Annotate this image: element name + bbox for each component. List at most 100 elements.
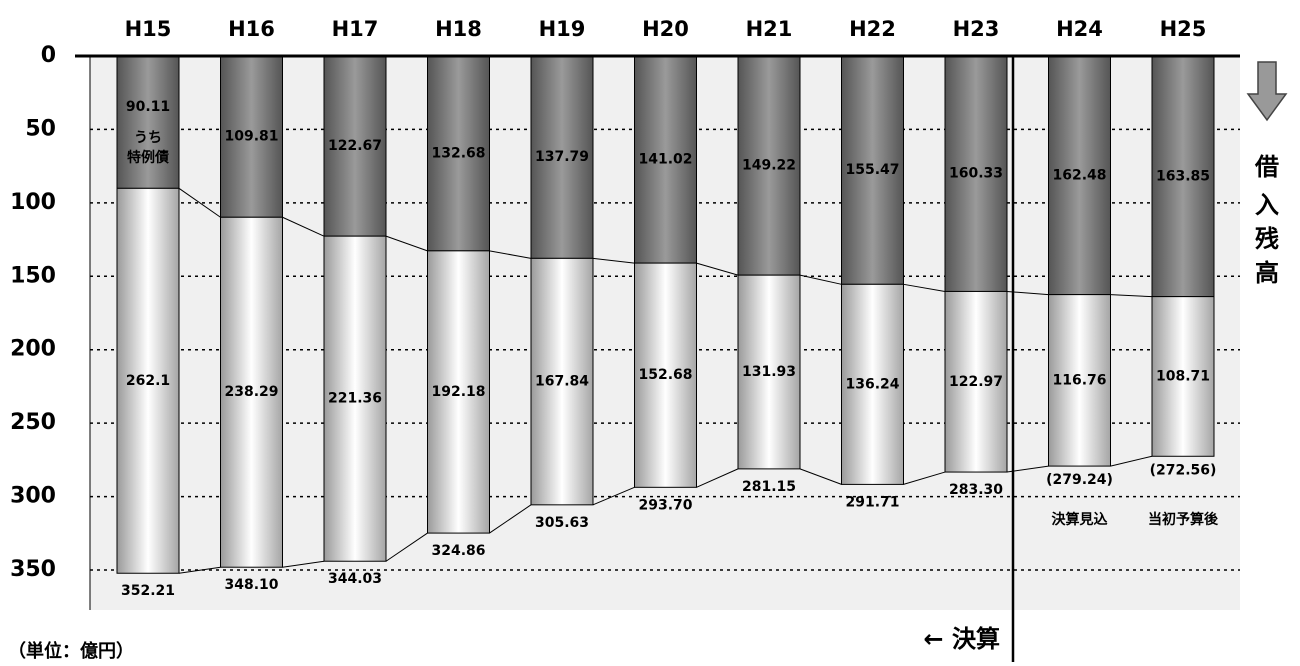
connector (799, 274, 842, 285)
bar-segment (1151, 296, 1215, 457)
value-label: 137.79 (535, 149, 589, 165)
x-tick-label: H22 (849, 17, 896, 41)
unit-label: （単位：億円） (8, 640, 134, 662)
y-tick-label: 300 (10, 484, 56, 509)
x-tick-label: H16 (228, 17, 275, 41)
value-label: 122.97 (949, 374, 1003, 390)
x-tick-label: H25 (1160, 17, 1207, 41)
value-label: 90.11 (126, 99, 170, 115)
bar-segment (737, 274, 801, 470)
connector (385, 532, 428, 562)
bar-segment (116, 187, 180, 574)
total-label: 324.86 (431, 543, 485, 559)
x-tick-label: H21 (746, 17, 793, 41)
connector (799, 468, 842, 485)
y-tick-label: 100 (10, 190, 56, 215)
total-label: 281.15 (742, 479, 796, 495)
y-tick-label: 200 (10, 337, 56, 362)
x-tick-label: H19 (539, 17, 586, 41)
arrow (1246, 61, 1288, 122)
value-label: 162.48 (1052, 167, 1106, 183)
bar-segment (1048, 55, 1111, 296)
connector (489, 250, 532, 259)
bar-segment (1151, 55, 1215, 298)
bar-segment (634, 55, 697, 264)
y-tick-label: 0 (41, 43, 56, 68)
y-tick-label: 350 (10, 557, 56, 582)
status-label: 決算見込 (1052, 511, 1108, 528)
x-tick-label: H23 (953, 17, 1000, 41)
total-label: 293.70 (638, 497, 692, 513)
value-label: 155.47 (845, 162, 899, 178)
value-label: 152.68 (638, 367, 692, 383)
value-label: 122.67 (328, 138, 382, 154)
value-label: 131.93 (742, 364, 796, 380)
value-label: 132.68 (431, 145, 485, 161)
connector (1110, 294, 1153, 298)
total-label: (279.24) (1046, 472, 1113, 488)
bar-segment (634, 262, 697, 488)
x-tick-label: H20 (642, 17, 689, 41)
connector (903, 283, 946, 292)
bar-segment (220, 216, 283, 568)
bar-segment (323, 235, 387, 562)
total-label: 344.03 (328, 571, 382, 587)
connector (696, 468, 739, 488)
annotation: 特例債 (127, 149, 169, 166)
value-label: 141.02 (638, 152, 692, 168)
y-tick-label: 50 (25, 116, 56, 141)
connector (592, 257, 635, 264)
total-label: (272.56) (1150, 462, 1217, 478)
total-label: 283.30 (949, 482, 1003, 498)
value-label: 221.36 (328, 391, 382, 407)
connector (282, 216, 325, 237)
y-tick-label: 250 (10, 410, 56, 435)
value-label: 116.76 (1052, 372, 1106, 388)
vertical-label: 入 (1255, 191, 1279, 219)
bar-segment (116, 55, 180, 189)
total-label: 305.63 (535, 515, 589, 531)
connector (178, 187, 221, 218)
bar-segment (944, 290, 1008, 473)
bar-segment (427, 55, 490, 252)
connector (1110, 455, 1153, 467)
bar-segment (841, 55, 904, 285)
total-label: 348.10 (224, 577, 278, 593)
connector (178, 566, 221, 574)
x-tick-label: H24 (1056, 17, 1103, 41)
total-label: 352.21 (121, 583, 175, 599)
value-label: 192.18 (431, 384, 485, 400)
connector (696, 262, 739, 276)
connector (903, 471, 946, 485)
value-label: 149.22 (742, 158, 796, 174)
total-label: 291.71 (845, 494, 899, 510)
y-tick-label: 150 (10, 263, 56, 288)
bar-segment (530, 55, 594, 259)
value-label: 136.24 (845, 376, 899, 392)
bar-segment (427, 250, 490, 534)
x-tick-label: H17 (332, 17, 379, 41)
connector (282, 560, 325, 568)
connector (592, 486, 635, 506)
status-label: 当初予算後 (1148, 511, 1219, 528)
value-label: 108.71 (1156, 368, 1210, 384)
bar-segment (530, 257, 594, 506)
bar-segment (220, 55, 283, 218)
value-label: 238.29 (224, 384, 278, 400)
bar-segment (323, 55, 387, 237)
value-label: 163.85 (1156, 168, 1210, 184)
vertical-label: 高 (1255, 259, 1279, 287)
vertical-label: 借 (1254, 153, 1279, 181)
vertical-label: 残 (1255, 225, 1279, 253)
annotation: うち (134, 130, 162, 146)
connector (385, 235, 428, 252)
x-tick-label: H15 (125, 17, 172, 41)
connector (489, 504, 532, 534)
divider-label: ← 決算 (924, 625, 1000, 653)
bar-segment (1048, 294, 1111, 467)
value-label: 160.33 (949, 166, 1003, 182)
x-tick-label: H18 (435, 17, 482, 41)
bar-segment (841, 283, 904, 485)
value-label: 109.81 (224, 129, 278, 145)
